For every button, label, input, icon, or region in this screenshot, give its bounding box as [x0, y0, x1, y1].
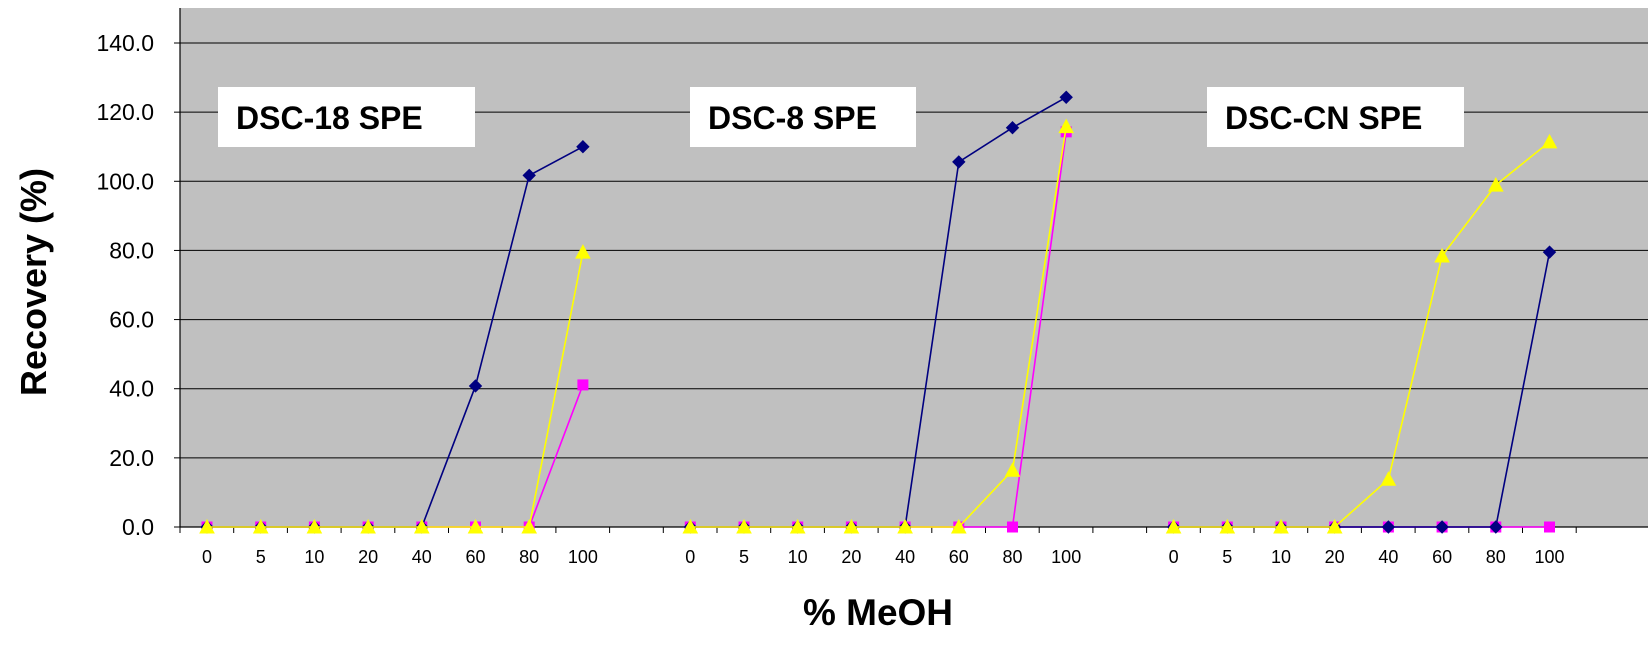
- marker-diamond: [1542, 245, 1557, 259]
- marker-triangle: [306, 518, 323, 534]
- marker-diamond: [576, 140, 590, 154]
- x-tick-label: 10: [788, 547, 808, 567]
- marker-diamond: [1381, 520, 1396, 534]
- marker-triangle: [1219, 518, 1236, 534]
- x-tick-label: 20: [1325, 547, 1345, 567]
- marker-triangle: [1004, 462, 1021, 477]
- y-tick-label: 100.0: [96, 168, 154, 194]
- x-tick-label: 40: [412, 547, 432, 567]
- y-tick-label: 40.0: [109, 376, 154, 402]
- x-tick-label: 60: [949, 547, 969, 567]
- marker-diamond: [468, 379, 483, 393]
- marker-square: [1544, 521, 1555, 533]
- panel-label: DSC-CN SPE: [1225, 100, 1422, 136]
- marker-triangle: [1380, 471, 1397, 486]
- marker-triangle: [1058, 118, 1075, 134]
- x-tick-label: 80: [1486, 547, 1506, 567]
- marker-diamond: [522, 168, 536, 183]
- marker-square: [577, 379, 589, 391]
- x-tick-label: 100: [568, 547, 598, 567]
- x-tick-label: 100: [1051, 547, 1081, 567]
- x-tick-label: 20: [841, 547, 861, 567]
- series: [1165, 133, 1558, 534]
- marker-triangle: [1434, 247, 1450, 263]
- marker-triangle: [950, 518, 967, 534]
- y-tick-label: 60.0: [109, 307, 154, 333]
- marker-square: [1007, 521, 1018, 533]
- y-tick-label: 80.0: [109, 237, 154, 263]
- series-line: [690, 126, 1067, 528]
- marker-triangle: [682, 518, 699, 534]
- marker-triangle: [736, 518, 752, 534]
- plot-area: [180, 8, 1648, 527]
- x-tick-label: 60: [465, 547, 485, 567]
- marker-triangle: [413, 518, 430, 534]
- series: [682, 118, 1075, 534]
- marker-triangle: [467, 518, 484, 534]
- x-tick-label: 0: [202, 547, 212, 567]
- x-axis: 0 5 10 20 40 60 80 100 0 5 10 20 40 60 80 100 0 5 10 20 40 60…: [179, 526, 1648, 567]
- marker-triangle: [1326, 518, 1343, 534]
- marker-triangle: [789, 518, 806, 534]
- x-tick-label: 0: [685, 547, 695, 567]
- panel-label-box: [218, 87, 475, 147]
- marker-diamond: [1059, 90, 1073, 104]
- y-tick-label: 0.0: [122, 514, 154, 540]
- marker-triangle: [575, 244, 591, 259]
- x-tick-label: 10: [304, 547, 324, 567]
- series-line: [207, 252, 584, 528]
- panel-label-box: [1207, 87, 1464, 147]
- x-tick-label: 5: [1222, 547, 1232, 567]
- marker-diamond: [1005, 120, 1020, 135]
- marker-diamond: [1489, 520, 1503, 534]
- panel-label-box: [690, 87, 916, 147]
- series-lines: [199, 90, 1558, 534]
- x-tick-label: 5: [256, 547, 266, 567]
- marker-triangle: [252, 518, 269, 534]
- x-tick-label: 20: [358, 547, 378, 567]
- x-tick-label: 60: [1432, 547, 1452, 567]
- panel-label: DSC-8 SPE: [708, 100, 877, 136]
- y-tick-label: 120.0: [96, 99, 154, 125]
- y-axis: 0.0 20.0 40.0 60.0 80.0 100.0 120.0 140.0: [96, 8, 181, 540]
- y-axis-title: Recovery (%): [13, 168, 54, 396]
- x-tick-label: 40: [1378, 547, 1398, 567]
- series-line: [1173, 141, 1551, 528]
- y-tick-label: 140.0: [96, 30, 154, 56]
- marker-triangle: [199, 518, 215, 534]
- marker-triangle: [521, 518, 538, 534]
- marker-diamond: [952, 155, 966, 169]
- x-tick-label: 0: [1169, 547, 1179, 567]
- x-tick-label: 100: [1534, 547, 1564, 567]
- x-tick-label: 5: [739, 547, 749, 567]
- panel-labels: DSC-18 SPE DSC-8 SPE DSC-CN SPE: [218, 87, 1464, 147]
- marker-triangle: [1165, 518, 1182, 534]
- marker-diamond: [1435, 520, 1449, 534]
- y-tick-label: 20.0: [109, 445, 154, 471]
- x-tick-label: 40: [895, 547, 915, 567]
- x-tick-label: 80: [519, 547, 539, 567]
- marker-triangle: [1541, 133, 1558, 149]
- x-tick-label: 10: [1271, 547, 1291, 567]
- x-axis-title: % MeOH: [803, 592, 953, 633]
- series: [199, 244, 591, 534]
- panel-label: DSC-18 SPE: [236, 100, 423, 136]
- marker-triangle: [1273, 518, 1289, 534]
- marker-triangle: [843, 518, 860, 534]
- marker-triangle: [360, 518, 376, 534]
- marker-triangle: [897, 518, 913, 534]
- x-tick-label: 80: [1002, 547, 1022, 567]
- marker-triangle: [1487, 177, 1504, 192]
